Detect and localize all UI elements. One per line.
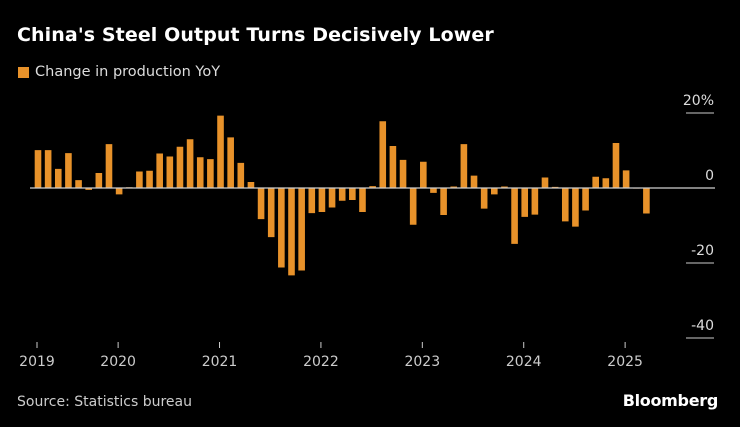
bar xyxy=(146,170,153,188)
bloomberg-logo: Bloomberg xyxy=(622,391,719,410)
y-tick-label: -40 xyxy=(691,318,714,334)
bar xyxy=(227,137,234,189)
y-tick-label: -20 xyxy=(691,243,714,259)
bar xyxy=(349,188,356,200)
bar xyxy=(278,188,285,268)
bar xyxy=(217,115,224,189)
bar xyxy=(460,144,468,189)
bar xyxy=(369,186,376,189)
bar xyxy=(521,188,529,217)
bar xyxy=(572,188,579,227)
bar xyxy=(95,173,103,188)
bar xyxy=(501,186,508,188)
bar xyxy=(75,180,82,189)
bar xyxy=(186,139,194,188)
bar xyxy=(85,188,92,190)
x-tick-label: 2019 xyxy=(19,354,55,370)
bar xyxy=(257,188,265,220)
bar xyxy=(176,146,184,188)
bar xyxy=(207,159,214,189)
bar xyxy=(237,162,245,189)
bar xyxy=(267,188,275,238)
bar xyxy=(612,143,620,188)
bar xyxy=(298,188,305,271)
bar xyxy=(561,188,569,222)
bar xyxy=(511,188,518,244)
x-axis: 2019 2020 2021 2022 2023 2024 2025 xyxy=(19,342,643,370)
bar xyxy=(491,188,498,195)
source-note: Source: Statistics bureau xyxy=(17,394,192,410)
bar xyxy=(389,146,397,188)
bar xyxy=(247,182,255,188)
bar xyxy=(440,188,447,215)
bar xyxy=(541,177,549,188)
bar xyxy=(136,171,143,188)
legend: Change in production YoY xyxy=(18,64,220,80)
bar xyxy=(338,188,346,201)
bar xyxy=(359,188,366,212)
bar xyxy=(44,150,52,189)
x-tick-label: 2022 xyxy=(303,354,339,370)
bar xyxy=(105,144,113,189)
x-tick-label: 2023 xyxy=(404,354,440,370)
bar xyxy=(54,168,62,189)
bar xyxy=(409,188,417,225)
bar xyxy=(643,188,650,214)
bar xyxy=(328,188,336,208)
x-tick-label: 2021 xyxy=(202,354,238,370)
chart-title: China's Steel Output Turns Decisively Lo… xyxy=(17,24,494,46)
bar xyxy=(592,176,599,188)
bar xyxy=(399,159,407,189)
bar xyxy=(470,175,478,189)
bar xyxy=(420,161,427,188)
x-tick-label: 2024 xyxy=(506,354,542,370)
legend-swatch xyxy=(18,66,29,78)
y-tick-label: 0 xyxy=(705,168,714,184)
bar xyxy=(379,121,387,188)
y-axis: 20% 0 -20 -40 xyxy=(30,93,715,339)
bar xyxy=(622,170,630,189)
x-tick-label: 2025 xyxy=(607,354,643,370)
bar xyxy=(531,188,539,215)
bar xyxy=(65,153,72,189)
bar xyxy=(288,188,295,276)
bar xyxy=(582,188,589,211)
bar xyxy=(156,153,163,188)
bar xyxy=(602,178,610,188)
bar xyxy=(450,186,458,188)
bar xyxy=(34,150,42,189)
x-tick-label: 2020 xyxy=(100,354,136,370)
bar xyxy=(430,188,437,193)
bar xyxy=(318,188,326,212)
legend-label: Change in production YoY xyxy=(35,64,221,80)
bar xyxy=(196,157,204,188)
bar xyxy=(308,188,316,214)
bar xyxy=(166,156,174,188)
y-tick-label: 20% xyxy=(683,93,714,109)
bars-group xyxy=(34,115,650,276)
bar xyxy=(480,188,488,209)
bar xyxy=(115,188,123,195)
